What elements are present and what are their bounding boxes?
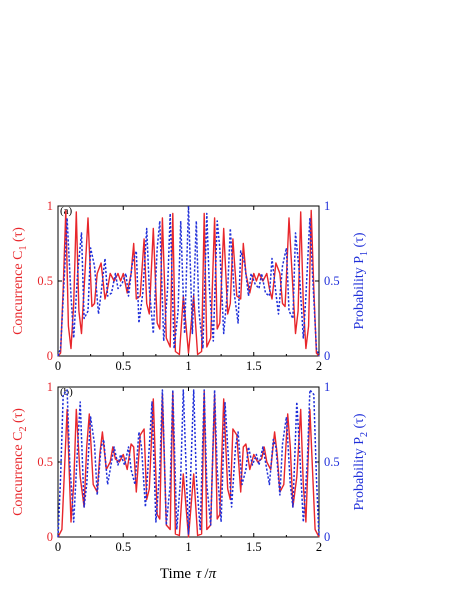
- y-right-tick-label: 1: [324, 199, 330, 213]
- x-tick-label: 0.5: [115, 540, 131, 554]
- x-title-tau: τ: [196, 566, 202, 582]
- x-title-slash: /: [204, 566, 209, 582]
- y-right-title-arg: (τ): [352, 232, 367, 251]
- y-left-title-main: Concurrence C: [11, 432, 26, 516]
- y-left-tick-label: 0: [47, 349, 53, 363]
- x-axis-title: Time τ/π: [160, 566, 217, 582]
- y-right-tick-label: 0.5: [324, 455, 340, 469]
- series-group: [57, 389, 320, 538]
- panel-label: (b): [60, 386, 73, 398]
- y-right-title-main: Probability P: [352, 256, 367, 330]
- y-left-tick-label: 1: [47, 380, 53, 394]
- y-left-title-sub: 2: [18, 427, 29, 432]
- x-tick-label: 0: [55, 359, 61, 373]
- x-title-pi: π: [209, 566, 217, 582]
- probability-line: [57, 205, 320, 357]
- y-right-title-sub: 2: [359, 432, 370, 437]
- y-left-title-arg: (τ): [11, 227, 26, 246]
- y-right-tick-label: 0: [324, 530, 330, 544]
- y-axis-left-title: Concurrence C1 (τ): [11, 227, 29, 335]
- concurrence-line: [57, 209, 320, 357]
- y-left-title-sub: 1: [18, 246, 29, 251]
- y-right-title-main: Probability P: [352, 437, 367, 511]
- x-tick-label: 1.5: [246, 359, 262, 373]
- y-right-tick-label: 0.5: [324, 274, 340, 288]
- y-right-tick-label: 1: [324, 380, 330, 394]
- y-left-tick-label: 0: [47, 530, 53, 544]
- y-left-tick-label: 0.5: [37, 274, 53, 288]
- y-axis-right-title: Probability P1 (τ): [352, 232, 370, 329]
- probability-line: [57, 389, 320, 538]
- y-left-title-main: Concurrence C: [11, 251, 26, 335]
- y-left-tick-label: 1: [47, 199, 53, 213]
- x-tick-label: 0: [55, 540, 61, 554]
- y-left-tick-label: 0.5: [37, 455, 53, 469]
- x-tick-label: 0.5: [115, 359, 131, 373]
- x-tick-label: 1: [185, 540, 191, 554]
- x-tick-label: 2: [316, 540, 322, 554]
- y-right-title-arg: (τ): [352, 413, 367, 432]
- x-title-prefix: Time: [160, 566, 191, 582]
- x-tick-label: 1: [185, 359, 191, 373]
- y-left-title-arg: (τ): [11, 408, 26, 427]
- y-axis-right-title: Probability P2 (τ): [352, 413, 370, 510]
- x-tick-label: 2: [316, 359, 322, 373]
- y-right-tick-label: 0: [324, 349, 330, 363]
- x-tick-label: 1.5: [246, 540, 262, 554]
- y-axis-left-title: Concurrence C2 (τ): [11, 408, 29, 516]
- y-right-title-sub: 1: [359, 251, 370, 256]
- series-group: [57, 205, 320, 357]
